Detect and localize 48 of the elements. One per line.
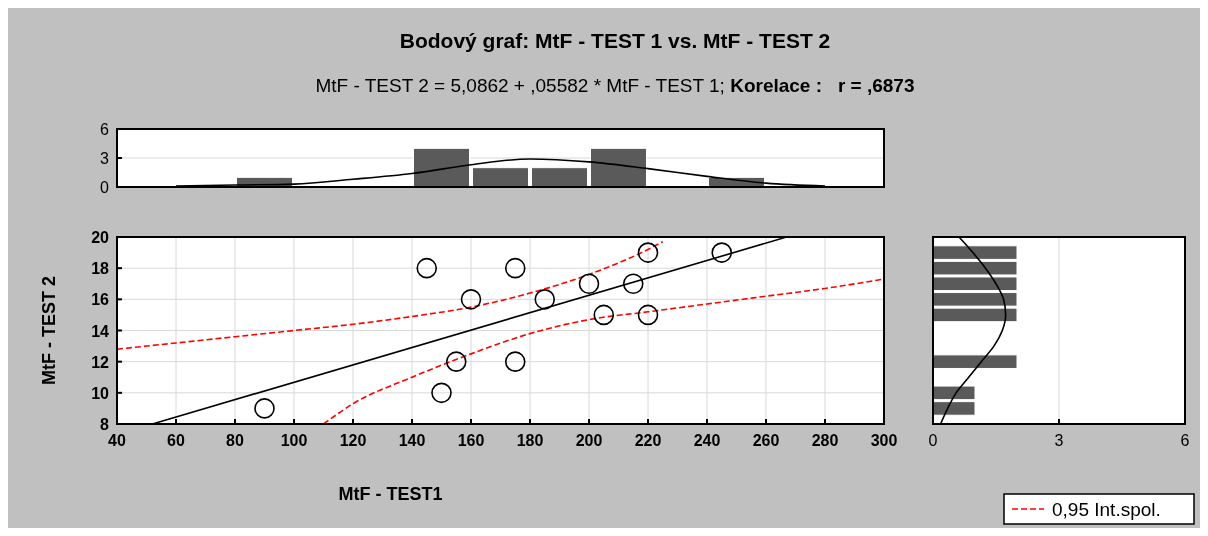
x-tick-label: 0 bbox=[928, 432, 938, 449]
point bbox=[504, 257, 526, 279]
x-tick-label: 180 bbox=[516, 432, 544, 449]
point bbox=[534, 289, 556, 310]
point bbox=[431, 382, 452, 404]
x-tick-label: 60 bbox=[167, 432, 185, 449]
x-tick-label: 140 bbox=[398, 432, 426, 449]
point bbox=[578, 273, 600, 295]
point bbox=[254, 398, 275, 419]
x-tick-label: 300 bbox=[870, 432, 898, 449]
x-tick-label: 3 bbox=[1054, 432, 1064, 449]
line-series bbox=[116, 240, 664, 350]
x-tick-label: 200 bbox=[575, 432, 603, 449]
x-tick-label: 160 bbox=[457, 432, 485, 449]
point bbox=[637, 242, 659, 263]
point bbox=[711, 242, 733, 263]
y-tick-label: 0 bbox=[100, 179, 110, 196]
y-tick-label: 12 bbox=[91, 353, 110, 371]
y-axis-title: MtF - TEST 2 bbox=[39, 276, 59, 385]
x-tick-label: 120 bbox=[339, 432, 367, 449]
y-tick-label: 16 bbox=[91, 291, 110, 309]
x-axis-title: MtF - TEST1 bbox=[338, 484, 443, 504]
y-tick-label: 3 bbox=[100, 150, 110, 167]
point bbox=[637, 304, 659, 326]
y-tick-label: 8 bbox=[100, 416, 110, 433]
x-tick-label: 280 bbox=[811, 432, 839, 449]
y-tick-label: 20 bbox=[91, 229, 110, 246]
x-tick-label: 6 bbox=[1180, 432, 1190, 449]
y-tick-label: 14 bbox=[91, 322, 110, 340]
x-tick-label: 220 bbox=[634, 432, 662, 449]
point bbox=[622, 273, 644, 295]
x-tick-label: 260 bbox=[752, 432, 780, 449]
x-tick-label: 100 bbox=[280, 432, 308, 449]
y-tick-label: 10 bbox=[91, 384, 110, 402]
legend-label: 0,95 Int.spol. bbox=[1052, 499, 1161, 520]
text: Korelace : r = ,6873 bbox=[730, 75, 915, 96]
y-tick-label: 6 bbox=[100, 121, 110, 138]
point bbox=[416, 257, 438, 279]
chart-title: Bodový graf: MtF - TEST 1 vs. MtF - TEST 2 bbox=[399, 29, 831, 52]
point bbox=[460, 289, 482, 310]
y-tick-label: 18 bbox=[91, 260, 110, 278]
point bbox=[445, 351, 467, 372]
x-tick-label: 40 bbox=[108, 432, 126, 449]
x-tick-label: 240 bbox=[693, 432, 721, 449]
x-tick-label: 80 bbox=[226, 432, 244, 449]
point bbox=[593, 304, 615, 326]
point bbox=[504, 351, 526, 372]
chart-subtitle: MtF - TEST 2 = 5,0862 + ,05582 * MtF - TEST 1; bbox=[315, 75, 731, 96]
